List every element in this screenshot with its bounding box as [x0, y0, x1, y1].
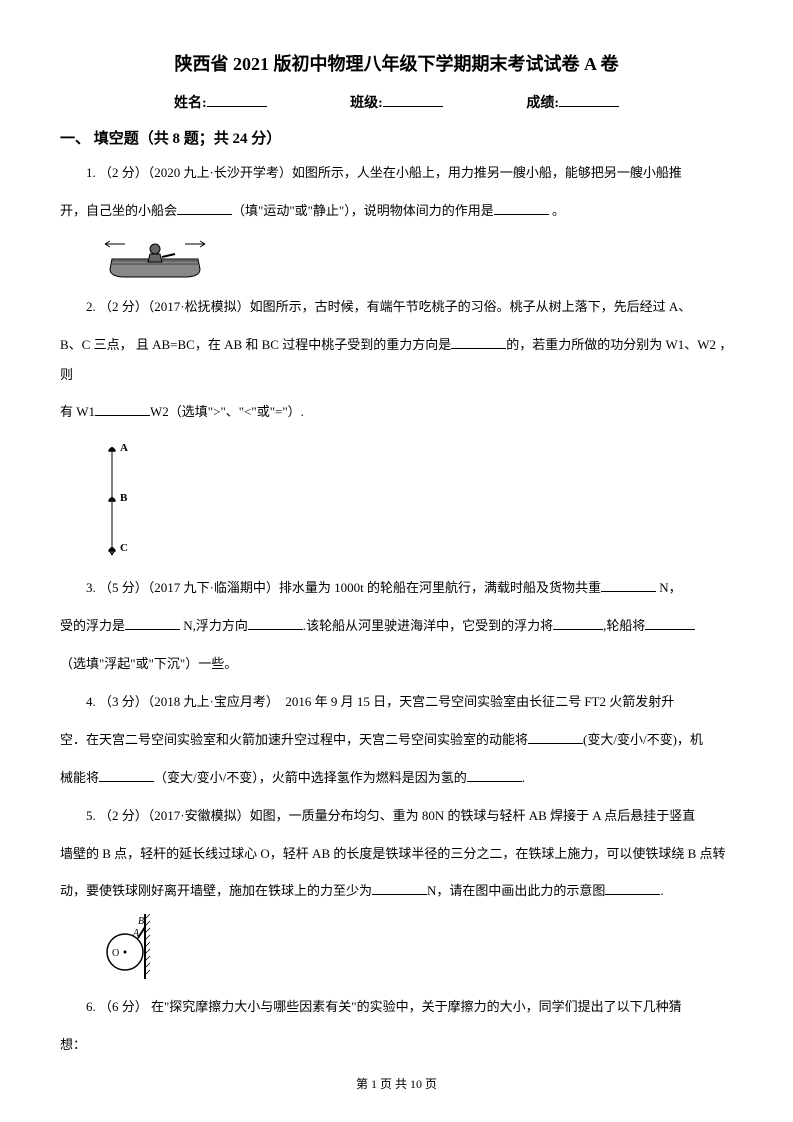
q3-blank-1[interactable]	[601, 579, 656, 592]
q3-sa: N，	[656, 580, 682, 595]
q1-text-a: 1. （2 分）（2020 九上·长沙开学考）如图所示，人坐在小船上，用力推另一…	[86, 165, 682, 180]
q4-text: 4. （3 分）（2018 九上·宝应月考） 2016 年 9 月 15 日，天…	[86, 694, 674, 709]
q4-blank-2[interactable]	[99, 769, 154, 782]
q2-l3-b: W2（选填">"、"<"或"="）.	[150, 404, 304, 419]
question-2-line3: 有 W1 W2（选填">"、"<"或"="）.	[60, 397, 733, 427]
q3-l2-c: .该轮船从河里驶进海洋中，它受到的浮力将	[303, 618, 553, 633]
q3-blank-3[interactable]	[248, 617, 303, 630]
q3-l3: （选填"浮起"或"下沉"）一些。	[60, 656, 237, 671]
q5-blank-1[interactable]	[372, 882, 427, 895]
q6-text: 6. （6 分） 在"探究摩擦力大小与哪些因素有关"的实验中，关于摩擦力的大小，…	[86, 999, 682, 1014]
q5-l2: 墙壁的 B 点，轻杆的延长线过球心 O，轻杆 AB 的长度是铁球半径的三分之二，…	[60, 846, 726, 861]
q1-blank-2[interactable]	[494, 202, 549, 215]
question-3: 3. （5 分）（2017 九下·临淄期中）排水量为 1000t 的轮船在河里航…	[60, 573, 733, 603]
question-4: 4. （3 分）（2018 九上·宝应月考） 2016 年 9 月 15 日，天…	[60, 687, 733, 717]
q3-l2-a: 受的浮力是	[60, 618, 125, 633]
question-1-line2: 开，自己坐的小船会 （填"运动"或"静止"），说明物体间力的作用是 。	[60, 196, 733, 226]
q1-blank-1[interactable]	[177, 202, 232, 215]
q5-l3-b: N，请在图中画出此力的示意图	[427, 883, 605, 898]
section-heading: 一、 填空题（共 8 题；共 24 分）	[60, 127, 733, 148]
q5-l3-c: .	[660, 883, 663, 898]
question-3-line3: （选填"浮起"或"下沉"）一些。	[60, 649, 733, 679]
exam-title: 陕西省 2021 版初中物理八年级下学期期末考试试卷 A 卷	[60, 50, 733, 76]
class-label: 班级:	[350, 96, 383, 111]
q3-l2-d: ,轮船将	[603, 618, 645, 633]
q4-l3-a: 械能将	[60, 770, 99, 785]
q4-l3-b: （变大/变小/不变），火箭中选择氢作为燃料是因为氢的	[154, 770, 467, 785]
q2-figure: A B C	[100, 435, 733, 565]
q3-blank-5[interactable]	[645, 617, 695, 630]
q2-l2-a: B、C 三点， 且 AB=BC，在 AB 和 BC 过程中桃子受到的重力方向是	[60, 337, 451, 352]
question-6-line2: 想：	[60, 1030, 733, 1060]
q3-blank-4[interactable]	[553, 617, 603, 630]
q1-l2-b: （填"运动"或"静止"），说明物体间力的作用是	[232, 203, 494, 218]
q4-l2-a: 空．在天宫二号空间实验室和火箭加速升空过程中，天宫二号空间实验室的动能将	[60, 732, 528, 747]
score-blank[interactable]	[559, 91, 619, 107]
page-footer: 第 1 页 共 10 页	[0, 1075, 793, 1092]
question-2-line2: B、C 三点， 且 AB=BC，在 AB 和 BC 过程中桃子受到的重力方向是的…	[60, 330, 733, 390]
question-4-line2: 空．在天宫二号空间实验室和火箭加速升空过程中，天宫二号空间实验室的动能将 (变大/…	[60, 725, 733, 755]
q2-l3-a: 有 W1	[60, 404, 95, 419]
q5-figure: O A B	[100, 914, 733, 984]
score-label: 成绩:	[526, 96, 559, 111]
q4-blank-1[interactable]	[528, 731, 583, 744]
q4-l2-b: (变大/变小/不变)，机	[583, 732, 703, 747]
q1-l2-c: 。	[549, 203, 565, 218]
q4-blank-3[interactable]	[467, 769, 522, 782]
q1-figure	[100, 234, 733, 284]
q4-l3-c: .	[522, 770, 525, 785]
svg-text:B: B	[138, 916, 144, 927]
name-blank[interactable]	[207, 91, 267, 107]
question-6: 6. （6 分） 在"探究摩擦力大小与哪些因素有关"的实验中，关于摩擦力的大小，…	[60, 992, 733, 1022]
svg-text:C: C	[120, 542, 128, 554]
q3-text: 3. （5 分）（2017 九下·临淄期中）排水量为 1000t 的轮船在河里航…	[86, 580, 601, 595]
svg-text:A: A	[120, 442, 128, 454]
class-blank[interactable]	[383, 91, 443, 107]
question-5-line2: 墙壁的 B 点，轻杆的延长线过球心 O，轻杆 AB 的长度是铁球半径的三分之二，…	[60, 839, 733, 869]
q5-text: 5. （2 分）（2017·安徽模拟）如图，一质量分布均匀、重为 80N 的铁球…	[86, 808, 695, 823]
question-3-line2: 受的浮力是 N,浮力方向 .该轮船从河里驶进海洋中，它受到的浮力将 ,轮船将	[60, 611, 733, 641]
q3-blank-2[interactable]	[125, 617, 180, 630]
question-5-line3: 动，要使铁球刚好离开墙壁，施加在铁球上的力至少为 N，请在图中画出此力的示意图.	[60, 876, 733, 906]
q1-l2-a: 开，自己坐的小船会	[60, 203, 177, 218]
q5-blank-2[interactable]	[605, 882, 660, 895]
question-4-line3: 械能将 （变大/变小/不变），火箭中选择氢作为燃料是因为氢的.	[60, 763, 733, 793]
svg-text:O: O	[112, 948, 119, 959]
q2-text: 2. （2 分）（2017·松抚模拟）如图所示，古时候，有端午节吃桃子的习俗。桃…	[86, 299, 691, 314]
question-2: 2. （2 分）（2017·松抚模拟）如图所示，古时候，有端午节吃桃子的习俗。桃…	[60, 292, 733, 322]
name-label: 姓名:	[174, 96, 207, 111]
question-5: 5. （2 分）（2017·安徽模拟）如图，一质量分布均匀、重为 80N 的铁球…	[60, 801, 733, 831]
question-1: 1. （2 分）（2020 九上·长沙开学考）如图所示，人坐在小船上，用力推另一…	[60, 158, 733, 188]
q2-blank-2[interactable]	[95, 403, 150, 416]
student-info: 姓名: 班级: 成绩:	[60, 91, 733, 112]
q2-blank-1[interactable]	[451, 336, 506, 349]
svg-text:A: A	[132, 928, 140, 939]
svg-text:B: B	[120, 492, 128, 504]
q5-l3-a: 动，要使铁球刚好离开墙壁，施加在铁球上的力至少为	[60, 883, 372, 898]
q6-l2: 想：	[60, 1037, 86, 1052]
q3-l2-b: N,浮力方向	[180, 618, 248, 633]
